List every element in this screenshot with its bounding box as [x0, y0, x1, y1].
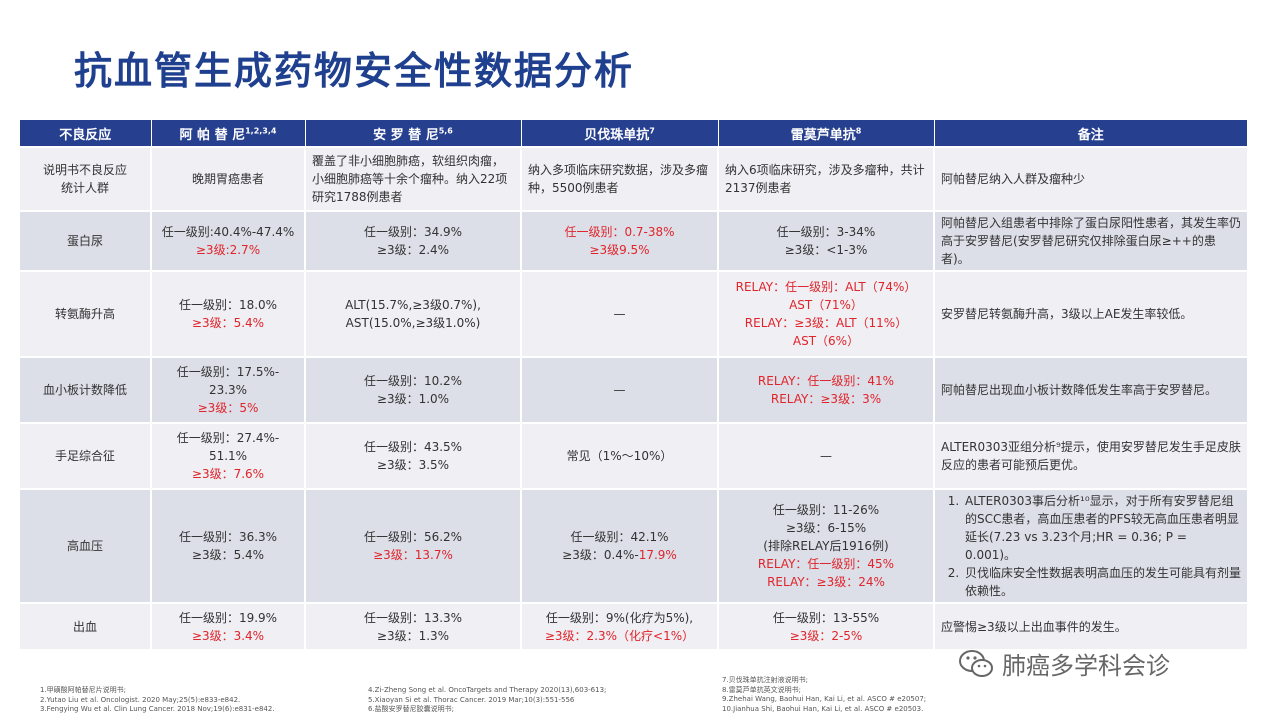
- cell-d2: ALT(15.7%,≥3级0.7%), AST(15.0%,≥3级1.0%): [305, 270, 522, 357]
- wechat-icon: [959, 649, 993, 677]
- footnotes-col-3: 7.贝伐珠单抗注射液说明书; 8.雷莫芦单抗英文说明书; 9.Zhehai Wa…: [722, 676, 927, 713]
- reaction-name: 出血: [20, 602, 152, 649]
- cell-d4: RELAY：任一级别：ALT（74%） AST（71%） RELAY：≥3级：ALT…: [718, 270, 935, 357]
- footnotes-col-2: 4.Zi-Zheng Song et al. OncoTargets and T…: [368, 686, 607, 713]
- cell-d4: 任一级别：11-26% ≥3级：6-15% (排除RELAY后1916例) RELAY…: [718, 488, 935, 603]
- reaction-name: 转氨酶升高: [20, 270, 152, 357]
- cell-d1: 任一级别：36.3% ≥3级：5.4%: [151, 488, 306, 603]
- header-drug-4: 雷莫芦单抗8: [718, 120, 935, 147]
- header-drug-3: 贝伐珠单抗7: [521, 120, 719, 147]
- table-row: 出血 任一级别：19.9% ≥3级：3.4% 任一级别：13.3% ≥3级：1.3% 任一…: [20, 602, 1247, 649]
- cell-notes: ALTER0303事后分析¹⁰显示，对于所有安罗替尼组的SCC患者，高血压患者的…: [934, 488, 1247, 603]
- header-notes: 备注: [934, 120, 1247, 147]
- cell-d3: —: [521, 356, 719, 423]
- header-drug-1: 阿 帕 替 尼1,2,3,4: [151, 120, 306, 147]
- cell-d3: 任一级别：0.7-38% ≥3级9.5%: [521, 210, 719, 271]
- cell-d3: 任一级别：42.1% ≥3级：0.4%-17.9%: [521, 488, 719, 603]
- header-reaction: 不良反应: [20, 120, 152, 147]
- cell-d2: 任一级别：56.2% ≥3级：13.7%: [305, 488, 522, 603]
- table-row: 说明书不良反应 统计人群 晚期胃癌患者 覆盖了非小细胞肺癌，软组织肉瘤，小细胞肺癌等十…: [20, 146, 1247, 211]
- reaction-name: 蛋白尿: [20, 210, 152, 271]
- watermark: 肺癌多学科会诊: [958, 646, 1170, 681]
- cell-d2: 任一级别：43.5% ≥3级：3.5%: [305, 422, 522, 489]
- cell-notes: 安罗替尼转氨酶升高，3级以上AE发生率较低。: [934, 270, 1247, 357]
- cell-d4: 任一级别：13-55% ≥3级：2-5%: [718, 602, 935, 649]
- watermark-text: 肺癌多学科会诊: [1002, 652, 1170, 680]
- header-drug-2: 安 罗 替 尼5,6: [305, 120, 522, 147]
- cell-d2: 任一级别：34.9% ≥3级：2.4%: [305, 210, 522, 271]
- page-title: 抗血管生成药物安全性数据分析: [74, 49, 635, 93]
- cell-notes: ALTER0303亚组分析⁹提示，使用安罗替尼发生手足皮肤反应的患者可能预后更优…: [934, 422, 1247, 489]
- cell-d3: 任一级别：9%(化疗为5%), ≥3级：2.3%（化疗<1%）: [521, 602, 719, 649]
- reaction-name: 血小板计数降低: [20, 356, 152, 423]
- table-row: 手足综合征 任一级别：27.4%- 51.1% ≥3级：7.6% 任一级别：43.5% ≥…: [20, 422, 1247, 489]
- cell-d2: 覆盖了非小细胞肺癌，软组织肉瘤，小细胞肺癌等十余个瘤种。纳入22项研究1788例…: [305, 146, 522, 211]
- reaction-name: 手足综合征: [20, 422, 152, 489]
- table-row: 蛋白尿 任一级别:40.4%-47.4% ≥3级:2.7% 任一级别：34.9% ≥3级…: [20, 210, 1247, 271]
- cell-d1: 任一级别：17.5%- 23.3% ≥3级：5%: [151, 356, 306, 423]
- cell-d1: 任一级别：18.0% ≥3级：5.4%: [151, 270, 306, 357]
- table-row: 高血压 任一级别：36.3% ≥3级：5.4% 任一级别：56.2% ≥3级：13.7%…: [20, 488, 1247, 603]
- cell-d1: 任一级别：19.9% ≥3级：3.4%: [151, 602, 306, 649]
- reaction-name: 说明书不良反应 统计人群: [20, 146, 152, 211]
- cell-d1: 任一级别:40.4%-47.4% ≥3级:2.7%: [151, 210, 306, 271]
- cell-d1: 任一级别：27.4%- 51.1% ≥3级：7.6%: [151, 422, 306, 489]
- cell-notes: 应警惕≥3级以上出血事件的发生。: [934, 602, 1247, 649]
- cell-notes: 阿帕替尼入组患者中排除了蛋白尿阳性患者，其发生率仍高于安罗替尼(安罗替尼研究仅排…: [934, 210, 1247, 271]
- cell-d2: 任一级别：10.2% ≥3级：1.0%: [305, 356, 522, 423]
- table-header-row: 不良反应 阿 帕 替 尼1,2,3,4 安 罗 替 尼5,6 贝伐珠单抗7 雷莫…: [20, 120, 1247, 147]
- cell-d3: 常见（1%～10%）: [521, 422, 719, 489]
- reaction-name: 高血压: [20, 488, 152, 603]
- cell-d4: 任一级别：3-34% ≥3级：<1-3%: [718, 210, 935, 271]
- cell-d2: 任一级别：13.3% ≥3级：1.3%: [305, 602, 522, 649]
- cell-d3: 纳入多项临床研究数据，涉及多瘤种，5500例患者: [521, 146, 719, 211]
- cell-notes: 阿帕替尼出现血小板计数降低发生率高于安罗替尼。: [934, 356, 1247, 423]
- table-row: 转氨酶升高 任一级别：18.0% ≥3级：5.4% ALT(15.7%,≥3级0.7%…: [20, 270, 1247, 357]
- cell-d4: —: [718, 422, 935, 489]
- cell-d4: RELAY：任一级别：41% RELAY：≥3级：3%: [718, 356, 935, 423]
- safety-table: 不良反应 阿 帕 替 尼1,2,3,4 安 罗 替 尼5,6 贝伐珠单抗7 雷莫…: [20, 120, 1247, 649]
- cell-d1: 晚期胃癌患者: [151, 146, 306, 211]
- cell-d3: —: [521, 270, 719, 357]
- cell-d4: 纳入6项临床研究，涉及多瘤种，共计2137例患者: [718, 146, 935, 211]
- table-row: 血小板计数降低 任一级别：17.5%- 23.3% ≥3级：5% 任一级别：10.2% ≥…: [20, 356, 1247, 423]
- footnotes-col-1: 1.甲磺酸阿帕替尼片说明书; 2.Yutao Liu et al. Oncolo…: [40, 686, 275, 713]
- cell-notes: 阿帕替尼纳入人群及瘤种少: [934, 146, 1247, 211]
